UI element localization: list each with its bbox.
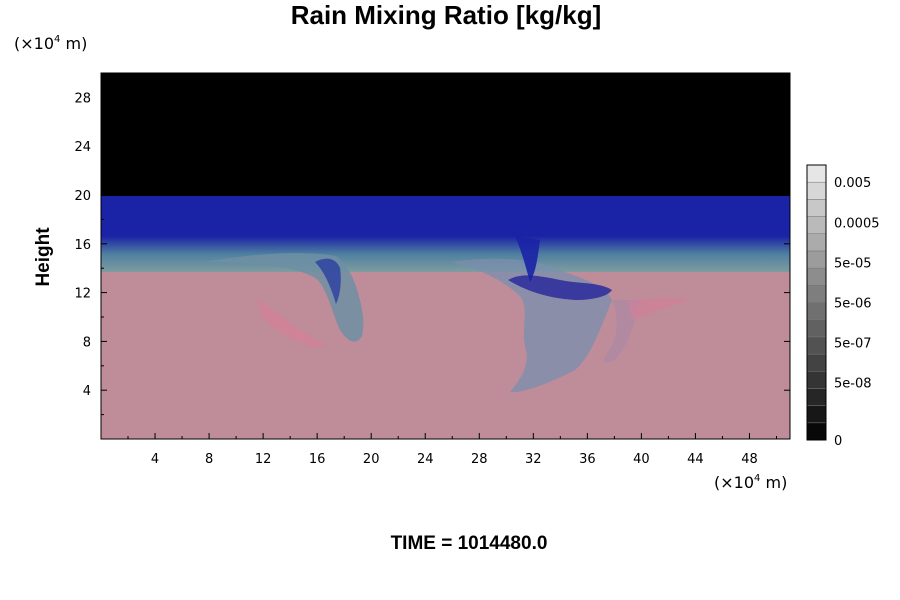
colorbar-swatch [806,353,827,372]
x-unit-label: (×104 m) [714,473,787,492]
x-tick-label: 16 [309,452,326,467]
x-tick-label: 20 [363,452,380,467]
colorbar-label: 5e-05 [834,256,872,271]
colorbar-label: 5e-06 [834,297,872,312]
y-axis: 4 8 12 16 20 24 28 [74,91,790,416]
colorbar-swatch [806,250,827,269]
x-tick-label: 48 [741,452,758,467]
colorbar-swatch [806,336,827,355]
x-axis: 4 8 12 16 20 24 28 32 36 40 44 48 [127,73,777,467]
pink-streak-left [258,300,326,348]
y-axis-label: Height [33,227,54,287]
y-tick-label: 12 [74,287,91,302]
plume-left [205,253,364,342]
x-tick-label: 24 [417,452,434,467]
x-tick-label: 44 [687,452,704,467]
colorbar-swatch [806,422,827,441]
x-unit-prefix: (×10 [714,473,754,492]
colorbar-label: 5e-08 [834,377,872,392]
x-tick-label: 36 [579,452,596,467]
y-unit-suffix: m) [60,34,87,53]
x-tick-label: 32 [525,452,542,467]
colorbar-swatch [806,267,827,286]
chart-title: Rain Mixing Ratio [kg/kg] [291,0,602,30]
plume-center-column [515,236,540,282]
plume-left-core [315,258,341,304]
y-tick-label: 16 [74,238,91,253]
colorbar-swatch [806,319,827,338]
x-tick-label: 4 [151,452,159,467]
y-tick-label: 24 [74,140,91,155]
colorbar-swatch [806,233,827,252]
colorbar-label: 5e-07 [834,337,872,352]
y-tick-label: 20 [74,189,91,204]
y-unit-label: (×104 m) [14,34,87,53]
y-unit-prefix: (×10 [14,34,54,53]
colorbar-swatch [806,164,827,183]
colorbar-swatch [806,302,827,320]
x-unit-suffix: m) [760,473,787,492]
y-tick-label: 8 [83,335,91,350]
x-tick-label: 40 [633,452,650,467]
plume-center-core [508,275,612,300]
plume-right [603,300,640,363]
x-unit-exponent: 4 [754,473,760,484]
colorbar-label: 0 [834,434,842,449]
colorbar-swatch [806,199,827,217]
colorbar-label: 0.0005 [834,216,880,231]
colorbar-swatch [806,181,827,200]
x-tick-label: 12 [255,452,272,467]
x-tick-label: 8 [205,452,213,467]
heatmap-field [101,73,790,439]
plot-frame [100,72,791,440]
colorbar-label: 0.005 [834,176,871,191]
pink-streak-right [628,297,690,320]
y-tick-label: 28 [74,91,91,106]
colorbar-swatch [806,371,827,389]
field-transition-layer [101,236,790,276]
x-tick-label: 28 [471,452,488,467]
colorbar: 0.005 0.0005 5e-05 5e-06 5e-07 5e-08 0 [806,164,880,449]
field-lower-layer [101,272,790,439]
colorbar-swatch [806,388,827,406]
time-label: TIME = 1014480.0 [391,533,548,554]
y-unit-exponent: 4 [54,34,60,45]
colorbar-frame [806,164,827,441]
y-tick-label: 4 [83,384,91,399]
colorbar-swatch [806,216,827,234]
colorbar-swatch [806,285,827,303]
colorbar-swatch [806,405,827,424]
